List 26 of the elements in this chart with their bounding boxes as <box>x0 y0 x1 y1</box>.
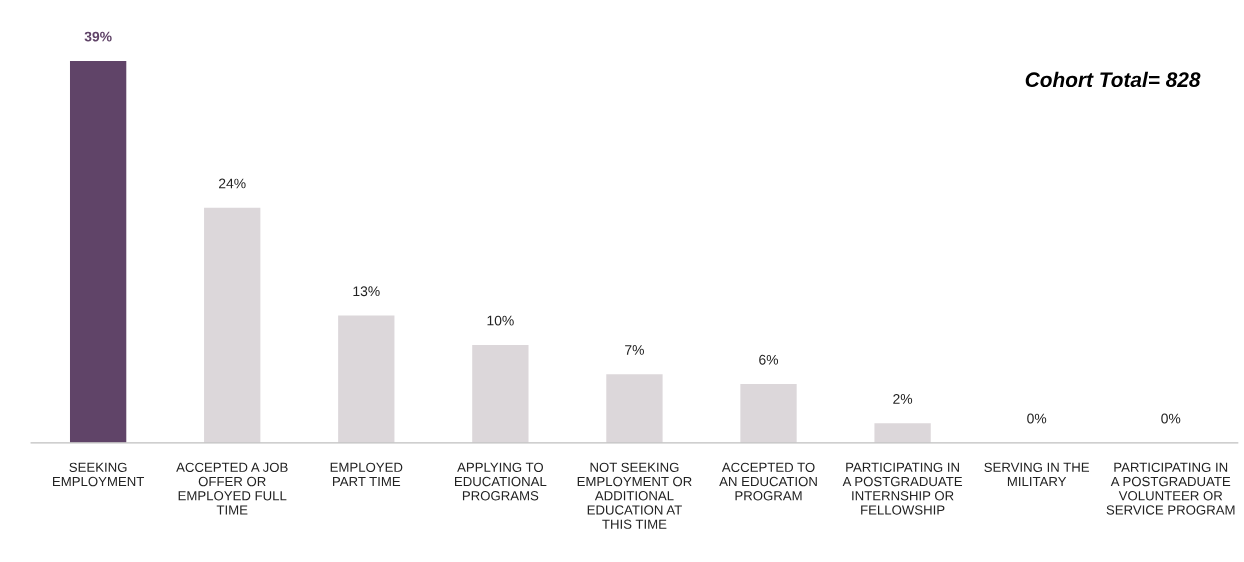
x-tick-label: APPLYING TO EDUCATIONAL PROGRAMS <box>455 462 547 501</box>
data-label: 24% <box>219 178 246 189</box>
x-tick-label: ACCEPTED TO AN EDUCATION PROGRAM <box>719 462 817 501</box>
bar <box>874 423 931 443</box>
x-tick-label: SEEKING EMPLOYMENT <box>53 462 145 487</box>
data-label: 0% <box>1161 413 1181 424</box>
data-label: 39% <box>84 31 112 42</box>
data-label: 13% <box>353 286 380 297</box>
x-tick-label: EMPLOYED PART TIME <box>330 462 403 487</box>
bar <box>69 60 127 443</box>
data-label: 10% <box>487 315 514 326</box>
bar <box>606 374 663 443</box>
bar <box>472 344 529 443</box>
x-tick-label: PARTICIPATING IN A POSTGRADUATE INTERNSHIP OR FELLOWSHIP <box>842 462 963 515</box>
x-tick-label: NOT SEEKING EMPLOYMENT OR ADDITIONAL EDUCATION AT THIS TIME <box>577 462 692 529</box>
bar <box>204 207 261 443</box>
bar <box>740 384 797 443</box>
bar <box>338 315 395 443</box>
data-label: 2% <box>893 394 913 404</box>
data-label: 6% <box>759 354 779 365</box>
data-label: 0% <box>1027 413 1047 424</box>
x-tick-label: SERVING IN THE MILITARY <box>984 462 1090 487</box>
x-tick-label: ACCEPTED A JOB OFFER OR EMPLOYED FULL TIME <box>176 462 288 515</box>
annotation: Cohort Total= 828 <box>1025 71 1201 88</box>
x-tick-label: PARTICIPATING IN A POSTGRADUATE VOLUNTEER OR SERVICE PROGRAM <box>1106 462 1235 515</box>
data-label: 7% <box>625 345 644 355</box>
